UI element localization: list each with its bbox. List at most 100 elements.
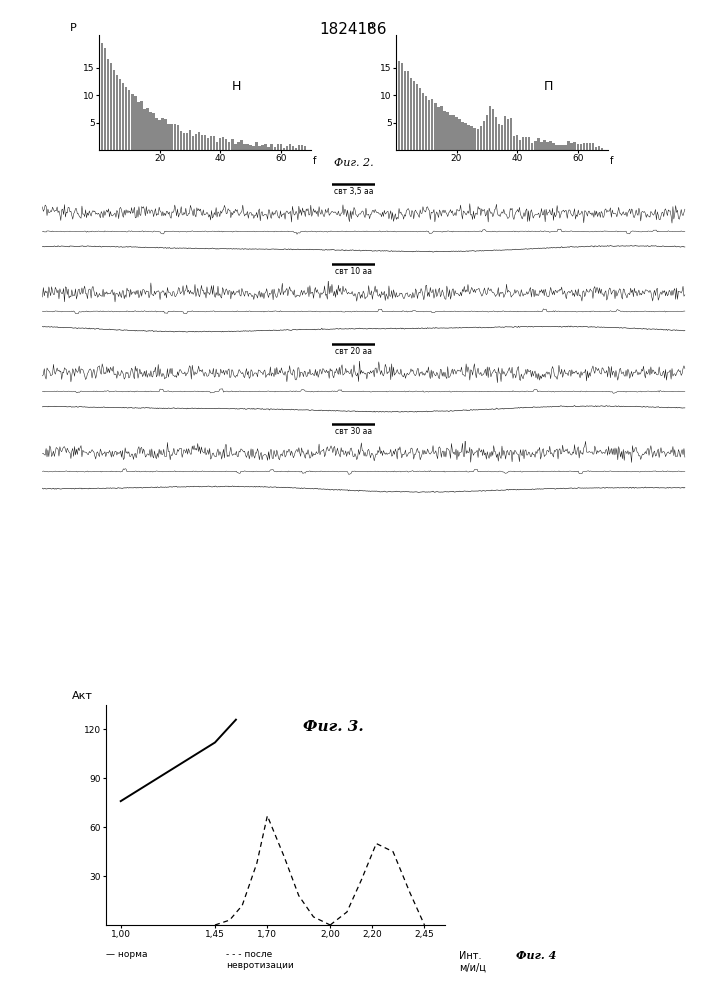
- Bar: [401, 63, 403, 150]
- Bar: [489, 106, 491, 150]
- Text: — норма: — норма: [106, 950, 148, 959]
- Bar: [149, 112, 152, 150]
- Bar: [543, 140, 546, 150]
- Bar: [452, 115, 455, 150]
- Bar: [583, 143, 585, 150]
- Bar: [592, 143, 594, 150]
- Bar: [422, 93, 424, 150]
- Bar: [564, 145, 567, 150]
- Bar: [137, 102, 139, 150]
- Bar: [534, 141, 537, 150]
- Bar: [467, 125, 470, 150]
- Bar: [419, 88, 421, 150]
- Bar: [295, 148, 297, 150]
- Bar: [186, 133, 188, 150]
- Bar: [462, 122, 464, 150]
- Bar: [501, 125, 503, 150]
- Bar: [576, 144, 579, 150]
- Bar: [170, 124, 173, 150]
- Bar: [413, 81, 415, 150]
- Bar: [288, 144, 291, 150]
- Bar: [495, 117, 497, 150]
- Bar: [428, 100, 431, 150]
- Text: свт 3,5 аа: свт 3,5 аа: [334, 187, 373, 196]
- Bar: [198, 132, 200, 150]
- Bar: [440, 106, 443, 150]
- Bar: [267, 147, 270, 150]
- Bar: [182, 133, 185, 150]
- Bar: [110, 63, 112, 150]
- Text: Фиг. 4: Фиг. 4: [516, 950, 556, 961]
- Bar: [585, 143, 588, 150]
- Bar: [552, 143, 555, 150]
- Bar: [561, 145, 563, 150]
- Bar: [298, 145, 300, 150]
- Bar: [250, 145, 252, 150]
- Bar: [595, 147, 597, 150]
- Bar: [300, 145, 303, 150]
- Bar: [122, 83, 124, 150]
- Bar: [458, 119, 461, 150]
- Text: P: P: [70, 23, 77, 33]
- Bar: [104, 48, 106, 150]
- Bar: [152, 113, 155, 150]
- Text: свт 20 аа: свт 20 аа: [335, 347, 372, 356]
- Bar: [407, 71, 409, 150]
- Text: свт 10 аа: свт 10 аа: [335, 267, 372, 276]
- Bar: [225, 139, 228, 150]
- Text: 1824186: 1824186: [320, 22, 387, 37]
- Bar: [234, 144, 237, 150]
- Bar: [246, 144, 249, 150]
- Bar: [571, 143, 573, 150]
- Bar: [491, 109, 494, 150]
- Bar: [449, 115, 452, 150]
- Bar: [168, 124, 170, 150]
- Bar: [276, 144, 279, 150]
- Bar: [255, 142, 258, 150]
- Bar: [134, 96, 136, 150]
- Bar: [513, 136, 515, 150]
- Bar: [165, 119, 167, 150]
- Bar: [177, 125, 179, 150]
- Bar: [597, 146, 600, 150]
- Bar: [192, 136, 194, 150]
- Bar: [222, 137, 224, 150]
- Text: Акт: Акт: [72, 691, 93, 701]
- Bar: [531, 143, 534, 150]
- Bar: [292, 146, 294, 150]
- Bar: [573, 142, 576, 150]
- Bar: [189, 130, 191, 150]
- Bar: [240, 140, 243, 150]
- Bar: [216, 142, 218, 150]
- Bar: [274, 147, 276, 150]
- Bar: [219, 138, 221, 150]
- Bar: [213, 136, 216, 150]
- Bar: [522, 137, 525, 150]
- Bar: [486, 115, 488, 150]
- Bar: [431, 99, 433, 150]
- Text: Инт.
м/и/ц: Инт. м/и/ц: [459, 951, 486, 973]
- Bar: [404, 71, 407, 150]
- Bar: [547, 142, 549, 150]
- Bar: [549, 141, 551, 150]
- Bar: [446, 112, 449, 150]
- Bar: [437, 107, 440, 150]
- Bar: [410, 78, 412, 150]
- Text: П: П: [544, 80, 554, 93]
- Bar: [146, 108, 148, 150]
- Bar: [537, 138, 539, 150]
- Bar: [519, 140, 521, 150]
- Bar: [434, 103, 436, 150]
- Bar: [528, 137, 530, 150]
- Bar: [258, 146, 261, 150]
- Bar: [510, 118, 513, 150]
- Bar: [264, 144, 267, 150]
- Bar: [140, 101, 143, 150]
- Bar: [507, 119, 509, 150]
- Bar: [304, 146, 306, 150]
- Bar: [483, 121, 485, 150]
- Bar: [559, 145, 561, 150]
- Bar: [498, 124, 500, 150]
- Text: f: f: [610, 156, 614, 166]
- Bar: [455, 117, 457, 150]
